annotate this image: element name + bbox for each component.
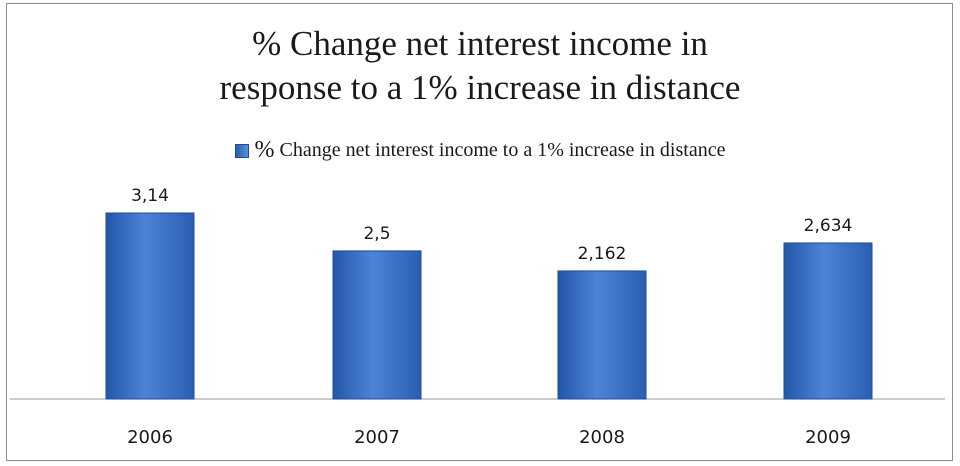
data-label-2006: 3,14 [131, 186, 169, 206]
bar-2006 [105, 212, 195, 400]
x-tick-label-2009: 2009 [805, 427, 851, 448]
bar-2007 [332, 250, 422, 400]
legend-percent-symbol: % [254, 137, 275, 163]
bar-2009 [783, 242, 873, 400]
x-tick-label-2006: 2006 [127, 427, 173, 448]
data-label-2009: 2,634 [804, 216, 853, 236]
legend-label: Change net interest income to a 1% incre… [279, 139, 726, 161]
x-tick-label-2007: 2007 [354, 427, 400, 448]
bar-2008 [557, 270, 647, 400]
data-label-2007: 2,5 [363, 224, 390, 244]
legend-swatch [234, 143, 249, 158]
chart-legend: % Change net interest income to a 1% inc… [0, 137, 960, 164]
chart-title-line1: % Change net interest income in [252, 24, 708, 63]
data-label-2008: 2,162 [578, 244, 627, 264]
x-tick-label-2008: 2008 [579, 427, 625, 448]
chart-title-line2: response to a 1% increase in distance [219, 68, 741, 107]
